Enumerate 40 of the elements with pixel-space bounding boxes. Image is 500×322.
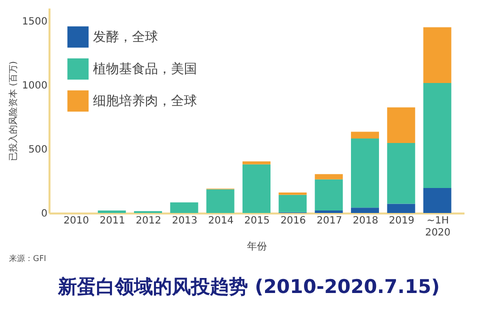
x-tick-label: ~1H 2020 <box>425 216 451 238</box>
y-tick-label: 1000 <box>22 80 48 92</box>
bar <box>314 174 343 180</box>
bar <box>387 107 416 144</box>
bar <box>278 194 307 212</box>
y-axis-title: 已投入的风险资本 (百万) <box>8 61 20 161</box>
bar <box>98 210 126 213</box>
x-tick-label: 2010 <box>63 216 89 226</box>
text: 新蛋白领域的风投趋势 (2010-2020.7.15) <box>57 276 440 298</box>
bar <box>170 202 198 213</box>
legend-label: 发酵，全球 <box>93 30 158 45</box>
x-tick-label: 2019 <box>388 216 414 226</box>
bar <box>350 138 379 208</box>
x-axis-title: 年份 <box>247 240 267 252</box>
bar <box>423 188 452 213</box>
y-tick-label: 1500 <box>22 16 48 28</box>
x-tick-label: 2014 <box>208 216 234 226</box>
legend-label: 细胞培养肉，全球 <box>93 93 197 109</box>
x-tick-label: 2018 <box>352 216 378 226</box>
x-tick-label: 2011 <box>100 216 126 226</box>
legend-label: 植物基食品，美国 <box>93 61 197 77</box>
bar <box>423 27 452 83</box>
bar <box>206 189 234 213</box>
bar <box>350 132 379 139</box>
bar <box>387 143 416 204</box>
bar <box>350 208 379 213</box>
x-tick-label: 2015 <box>244 216 270 226</box>
bar <box>242 164 270 213</box>
bar <box>242 161 270 164</box>
bar <box>423 82 452 188</box>
x-tick-label: 2016 <box>280 216 306 226</box>
x-tick-label: 2017 <box>316 216 342 226</box>
source-note: 来源：GFI <box>9 254 46 263</box>
x-tick-label: 2013 <box>172 216 198 226</box>
x-tick-label: 2012 <box>136 216 162 226</box>
bar <box>314 210 343 213</box>
y-tick-label: 0 <box>41 208 48 220</box>
y-tick-label: 500 <box>28 144 48 156</box>
bar <box>314 179 343 210</box>
bar <box>387 204 416 213</box>
